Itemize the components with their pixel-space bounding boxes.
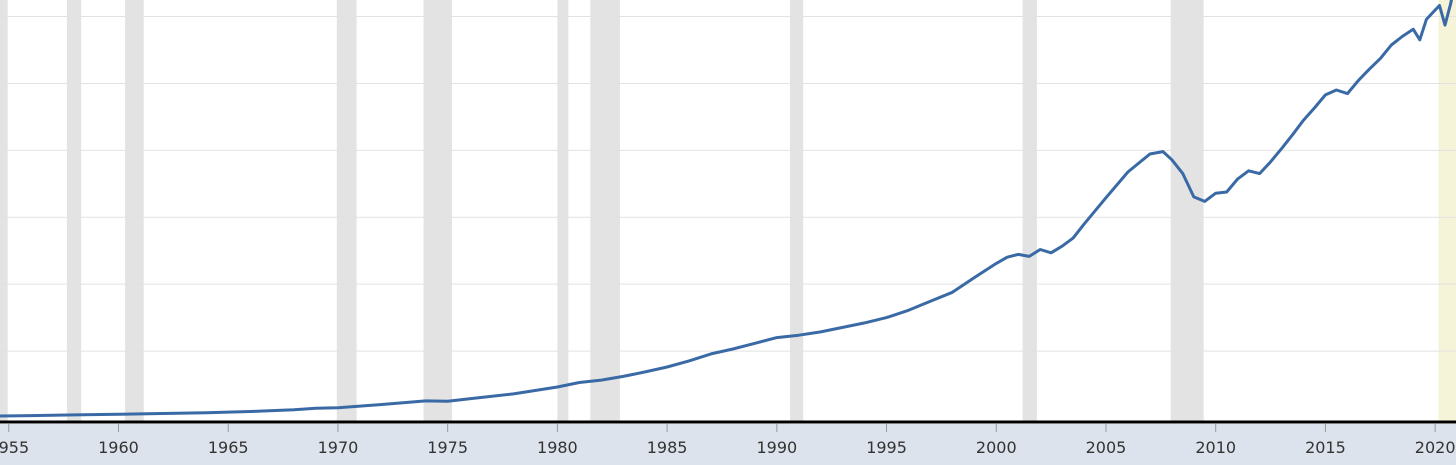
- shaded-periods: [0, 0, 1456, 422]
- x-tick-label: 2020: [1415, 438, 1456, 457]
- x-tick-label: 1955: [0, 438, 29, 457]
- x-tick-label: 1965: [208, 438, 249, 457]
- x-tick-label: 1985: [647, 438, 688, 457]
- x-tick-label: 1980: [537, 438, 578, 457]
- recession-band: [66, 0, 82, 422]
- recent-period-band: [1438, 0, 1456, 422]
- recession-band: [1170, 0, 1204, 422]
- x-tick-label: 1960: [98, 438, 139, 457]
- series-group: [0, 0, 1453, 418]
- recession-band: [336, 0, 357, 422]
- x-axis-band: [0, 424, 1456, 465]
- recession-band: [590, 0, 620, 422]
- recession-band: [557, 0, 569, 422]
- recession-band: [0, 0, 8, 422]
- x-tick-label: 2015: [1305, 438, 1346, 457]
- x-tick-label: 1975: [427, 438, 468, 457]
- x-tick-label: 2010: [1195, 438, 1236, 457]
- recession-band: [789, 0, 804, 422]
- x-axis-ticks: 1955 1960 1965 1970 1975 1980 1985 1990 1995 2000…: [0, 424, 1456, 457]
- x-tick-label: 1970: [318, 438, 359, 457]
- recession-band: [125, 0, 144, 422]
- x-tick-label: 1995: [866, 438, 907, 457]
- series-line: [0, 0, 1453, 418]
- x-tick-label: 2000: [976, 438, 1017, 457]
- recession-band: [1022, 0, 1037, 422]
- recession-band: [423, 0, 453, 422]
- x-tick-label: 2005: [1086, 438, 1127, 457]
- x-tick-label: 1990: [756, 438, 797, 457]
- plot-background: [0, 0, 1456, 422]
